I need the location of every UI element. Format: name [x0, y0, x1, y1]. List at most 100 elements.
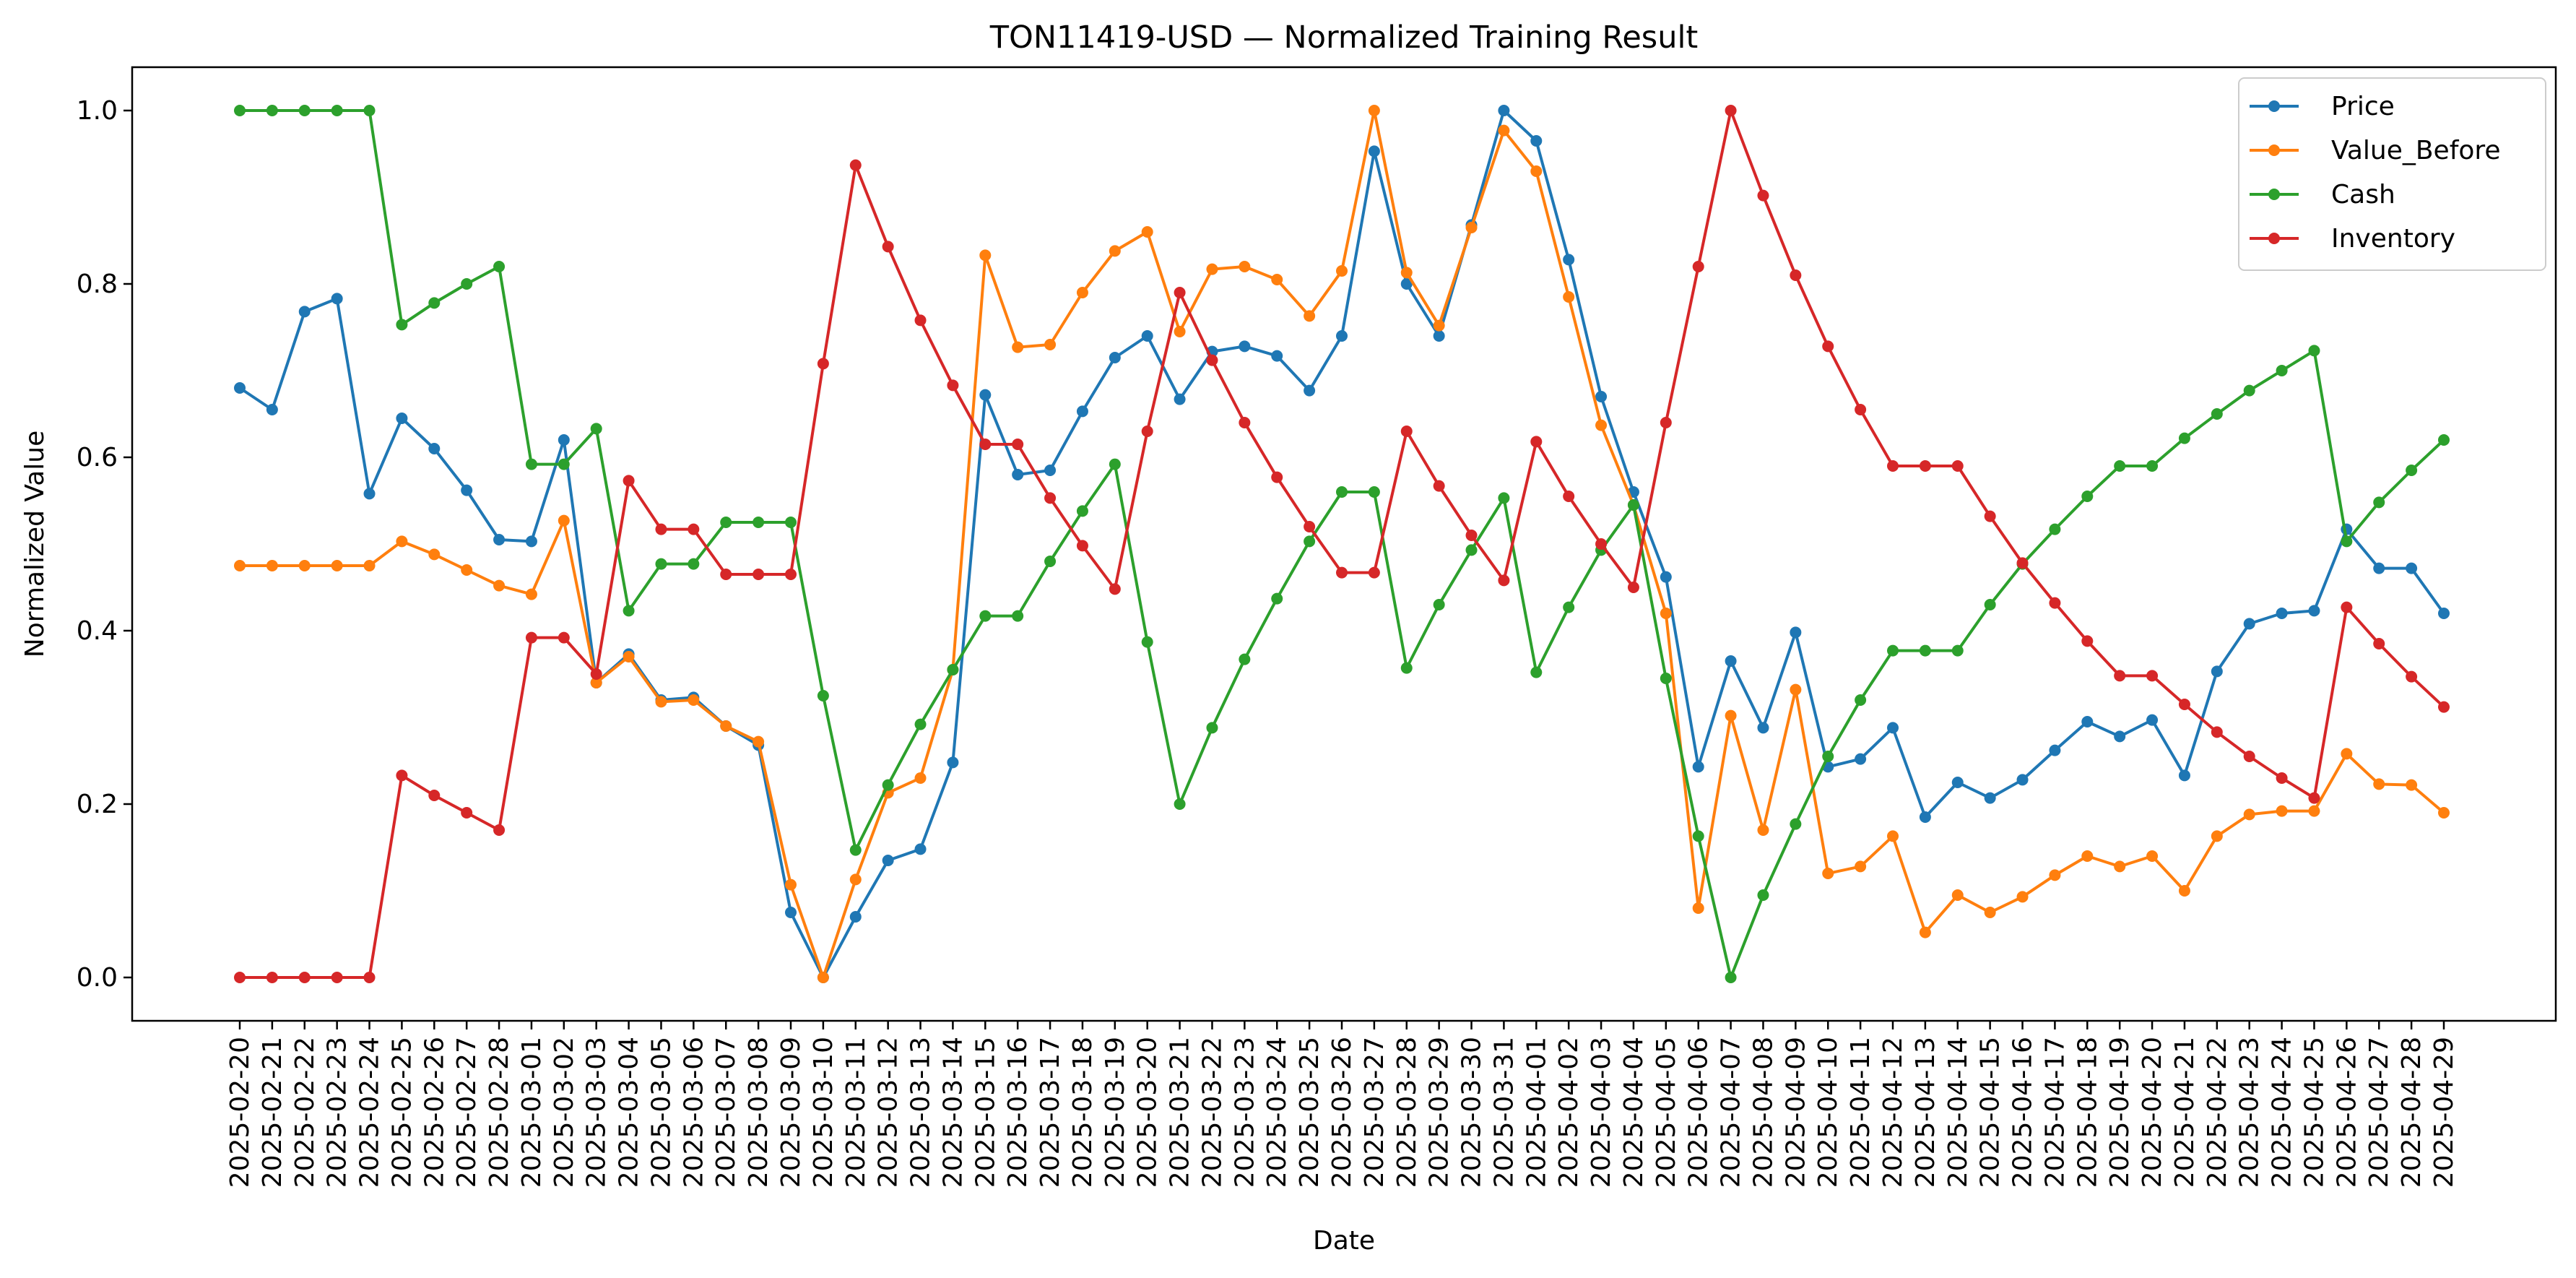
- x-tick-label: 2025-04-11: [1846, 1037, 1875, 1188]
- data-point: [817, 358, 829, 370]
- data-point: [428, 443, 441, 454]
- data-point: [2341, 748, 2353, 760]
- data-point: [1174, 287, 1186, 298]
- x-tick-label: 2025-04-04: [1619, 1037, 1649, 1188]
- y-tick-label: 0.2: [77, 790, 118, 819]
- legend-marker-value-before: [2268, 144, 2280, 156]
- x-tick-label: 2025-04-28: [2397, 1037, 2427, 1188]
- data-point: [1530, 666, 1543, 678]
- x-tick-label: 2025-04-17: [2040, 1037, 2070, 1188]
- data-point: [720, 720, 732, 732]
- legend-label-inventory: Inventory: [2331, 224, 2455, 254]
- data-point: [2081, 491, 2094, 502]
- data-point: [1304, 521, 1316, 532]
- data-point: [1433, 599, 1445, 610]
- data-point: [882, 241, 894, 253]
- data-point: [914, 314, 927, 327]
- data-point: [1855, 694, 1867, 706]
- data-point: [1563, 291, 1575, 303]
- x-tick-label: 2025-04-09: [1781, 1037, 1810, 1188]
- x-tick-label: 2025-03-30: [1457, 1037, 1487, 1188]
- data-point: [2276, 772, 2288, 784]
- data-point: [1725, 105, 1737, 116]
- data-point: [979, 249, 992, 262]
- x-tick-label: 2025-04-26: [2332, 1037, 2362, 1188]
- x-tick-label: 2025-04-25: [2299, 1037, 2329, 1188]
- data-point: [2081, 716, 2094, 727]
- data-point: [655, 696, 667, 708]
- data-point: [1530, 135, 1543, 147]
- data-point: [1757, 824, 1769, 836]
- data-point: [266, 972, 278, 983]
- data-point: [914, 718, 927, 730]
- x-tick-label: 2025-03-12: [874, 1037, 903, 1188]
- data-point: [1790, 818, 1802, 830]
- data-point: [947, 756, 959, 769]
- data-point: [1206, 263, 1218, 275]
- data-point: [2341, 601, 2353, 613]
- data-point: [979, 610, 992, 622]
- data-point: [1725, 709, 1737, 722]
- data-point: [2308, 345, 2320, 357]
- data-point: [1595, 538, 1608, 550]
- y-tick-label: 0.4: [77, 616, 118, 646]
- data-point: [688, 694, 700, 706]
- data-point: [1757, 722, 1769, 734]
- data-point: [947, 379, 959, 392]
- x-tick-label: 2025-03-22: [1197, 1037, 1227, 1188]
- data-point: [558, 631, 570, 644]
- x-tick-label: 2025-02-20: [225, 1037, 255, 1188]
- data-point: [947, 664, 959, 675]
- data-point: [2276, 608, 2288, 619]
- data-point: [1336, 330, 1348, 342]
- x-tick-label: 2025-03-14: [938, 1037, 968, 1188]
- data-point: [1012, 610, 1024, 622]
- data-point: [785, 878, 797, 891]
- data-point: [266, 560, 278, 571]
- x-tick-label: 2025-04-13: [1911, 1037, 1940, 1188]
- data-point: [1336, 265, 1348, 277]
- data-point: [1660, 608, 1672, 619]
- data-point: [1563, 601, 1575, 613]
- x-tick-label: 2025-03-01: [517, 1037, 547, 1188]
- data-point: [849, 844, 862, 856]
- data-point: [1141, 636, 1153, 648]
- x-tick-label: 2025-04-16: [2008, 1037, 2038, 1188]
- data-point: [2016, 774, 2029, 786]
- data-point: [2178, 432, 2190, 444]
- legend-marker-cash: [2268, 189, 2280, 200]
- y-tick-label: 1.0: [77, 96, 118, 126]
- data-point: [914, 772, 927, 784]
- data-point: [623, 651, 635, 662]
- data-point: [753, 517, 765, 528]
- data-point: [2406, 670, 2418, 683]
- data-point: [2211, 830, 2223, 842]
- data-point: [1919, 926, 1931, 938]
- data-point: [2114, 730, 2126, 743]
- y-tick-label: 0.0: [77, 963, 118, 993]
- data-point: [1271, 471, 1283, 483]
- data-point: [753, 735, 765, 748]
- data-point: [525, 588, 537, 600]
- data-point: [525, 458, 537, 470]
- data-point: [298, 306, 311, 318]
- data-point: [590, 677, 602, 688]
- x-tick-label: 2025-04-23: [2235, 1037, 2265, 1188]
- x-tick-label: 2025-03-03: [582, 1037, 612, 1188]
- data-point: [1919, 460, 1931, 472]
- legend-label-price: Price: [2331, 92, 2395, 121]
- x-tick-label: 2025-02-27: [452, 1037, 482, 1188]
- data-point: [2049, 523, 2061, 535]
- x-tick-label: 2025-03-24: [1262, 1037, 1292, 1188]
- data-point: [1465, 222, 1478, 233]
- data-point: [1109, 352, 1121, 363]
- data-point: [1951, 644, 1964, 657]
- data-point: [461, 807, 473, 819]
- data-point: [1174, 798, 1186, 810]
- data-point: [461, 484, 473, 496]
- data-point: [1660, 417, 1672, 428]
- data-point: [1141, 330, 1153, 342]
- data-point: [331, 560, 343, 571]
- data-point: [1336, 486, 1348, 498]
